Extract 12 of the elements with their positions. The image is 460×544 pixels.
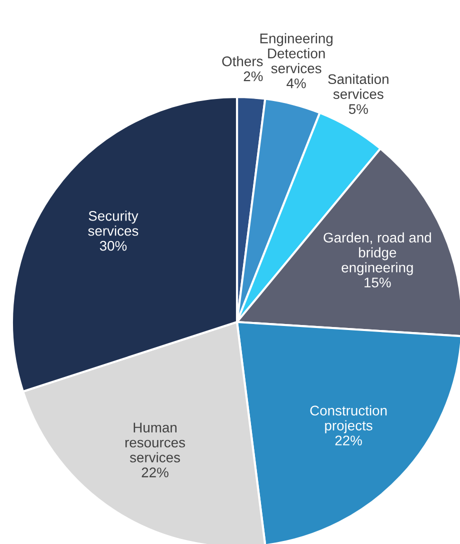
- data-label: 22%: [335, 436, 362, 446]
- slice-label: Human resources services: [125, 422, 186, 462]
- slice-label: Security services: [88, 210, 138, 236]
- slice-label: Sanitation services: [328, 74, 388, 100]
- slice-label: Construction projects: [310, 405, 387, 434]
- data-label: 2%: [244, 71, 263, 82]
- slice-label: Garden, road and bridge engineering: [324, 232, 431, 276]
- data-label: 4%: [286, 78, 306, 88]
- data-label: 15%: [364, 278, 391, 288]
- data-label: 22%: [142, 468, 168, 478]
- data-label: 30%: [100, 240, 127, 251]
- data-label: 5%: [348, 104, 368, 114]
